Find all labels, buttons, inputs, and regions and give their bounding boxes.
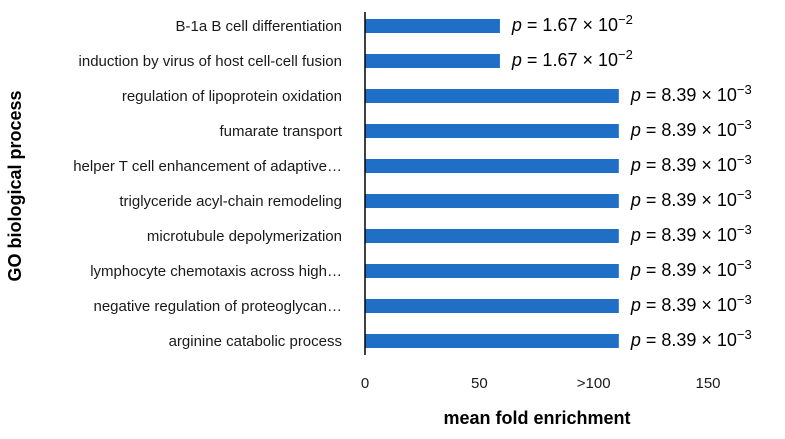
- bar: [365, 264, 619, 278]
- category-label: negative regulation of proteoglycan…: [94, 298, 343, 315]
- p-value-label: p = 8.39 × 10−3: [630, 327, 752, 350]
- category-label: helper T cell enhancement of adaptive…: [73, 158, 342, 175]
- category-label: B-1a B cell differentiation: [176, 18, 343, 35]
- x-tick-label: 150: [695, 375, 720, 392]
- bar: [365, 159, 619, 173]
- p-value-label: p = 8.39 × 10−3: [630, 82, 752, 105]
- bars-layer: [365, 19, 619, 348]
- bar: [365, 194, 619, 208]
- x-axis-title: mean fold enrichment: [443, 408, 630, 428]
- bar: [365, 334, 619, 348]
- p-value-label: p = 8.39 × 10−3: [630, 117, 752, 140]
- p-value-label: p = 1.67 × 10−2: [511, 12, 633, 35]
- x-tick-label: >100: [577, 375, 611, 392]
- p-value-annotations: p = 1.67 × 10−2 p = 1.67 × 10−2 p = 8.39 ×…: [511, 12, 752, 350]
- bar: [365, 19, 500, 33]
- x-tick-label: 50: [471, 375, 488, 392]
- category-label: arginine catabolic process: [169, 333, 342, 350]
- x-tick-label: 0: [361, 375, 369, 392]
- category-label: triglyceride acyl-chain remodeling: [119, 193, 342, 210]
- category-label: fumarate transport: [219, 123, 342, 140]
- x-tick-labels: 0 50 >100 150: [361, 375, 721, 392]
- p-value-label: p = 8.39 × 10−3: [630, 222, 752, 245]
- p-value-label: p = 1.67 × 10−2: [511, 47, 633, 70]
- y-axis-title: GO biological process: [5, 90, 25, 281]
- bar: [365, 89, 619, 103]
- p-value-label: p = 8.39 × 10−3: [630, 292, 752, 315]
- category-label: regulation of lipoprotein oxidation: [122, 88, 342, 105]
- p-value-label: p = 8.39 × 10−3: [630, 257, 752, 280]
- category-label: induction by virus of host cell-cell fus…: [79, 53, 342, 70]
- category-labels: B-1a B cell differentiation induction by …: [73, 18, 343, 350]
- bar: [365, 299, 619, 313]
- bar: [365, 229, 619, 243]
- p-value-label: p = 8.39 × 10−3: [630, 187, 752, 210]
- bar: [365, 54, 500, 68]
- p-value-label: p = 8.39 × 10−3: [630, 152, 752, 175]
- category-label: microtubule depolymerization: [147, 228, 342, 245]
- bar: [365, 124, 619, 138]
- category-label: lymphocyte chemotaxis across high…: [90, 263, 342, 280]
